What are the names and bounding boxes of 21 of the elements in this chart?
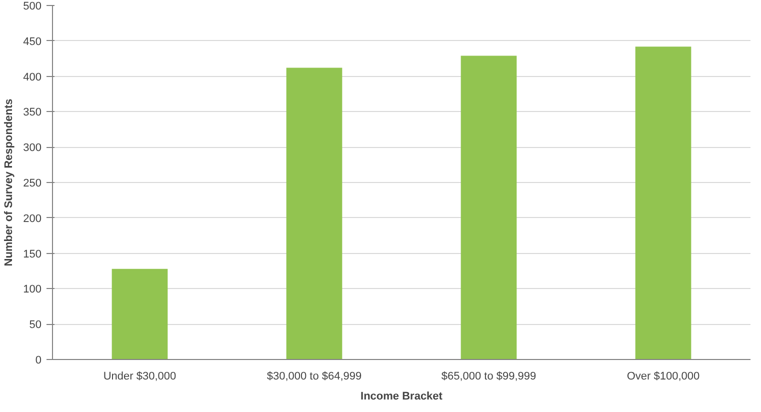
y-tick-label: 100 — [23, 284, 42, 296]
y-tick-label: 300 — [23, 142, 42, 154]
y-tick-label: 250 — [23, 178, 42, 190]
bar — [112, 268, 168, 360]
bar — [286, 68, 342, 360]
x-tick-label: $65,000 to $99,999 — [441, 370, 536, 382]
y-tick-label: 350 — [23, 106, 42, 119]
bar — [460, 56, 517, 360]
y-axis-title: Number of Survey Respondents — [3, 98, 16, 266]
y-tick-label: 150 — [23, 248, 42, 260]
y-tick-label: 450 — [23, 36, 42, 48]
x-tick-label: Under $30,000 — [103, 370, 176, 382]
x-axis-title: Income Bracket — [360, 390, 443, 402]
x-tick-label: $30,000 to $64,999 — [266, 370, 362, 382]
y-tick-label: 200 — [23, 212, 42, 225]
y-tick-label: 50 — [29, 319, 42, 332]
y-tick-label: 400 — [23, 71, 42, 84]
bar — [635, 46, 692, 360]
y-tick-label: 500 — [23, 0, 42, 12]
y-tick-label: 0 — [35, 354, 42, 366]
x-tick-label: Over $100,000 — [626, 370, 700, 382]
